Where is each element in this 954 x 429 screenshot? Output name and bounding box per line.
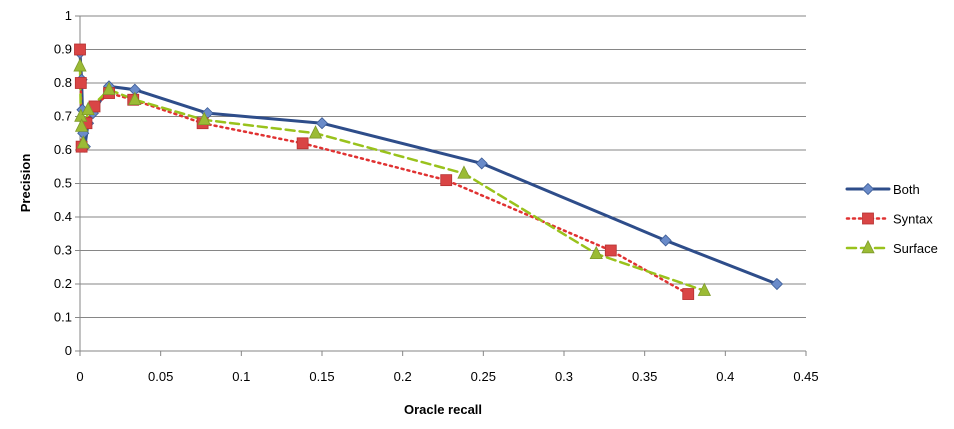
surface-point — [102, 81, 116, 95]
legend-marker-surface — [861, 239, 875, 254]
legend-marker-both — [861, 182, 875, 196]
x-tick-label: 0.45 — [793, 369, 818, 384]
y-tick-label: 0.5 — [54, 176, 72, 191]
y-tick-label: 0.8 — [54, 75, 72, 90]
surface-point — [308, 125, 323, 139]
x-tick-label: 0.3 — [555, 369, 573, 384]
syntax-point — [440, 174, 453, 187]
y-tick-label: 0.1 — [54, 310, 72, 325]
y-tick-label: 0.2 — [54, 276, 72, 291]
surface-point — [74, 118, 89, 132]
surface-point — [128, 91, 142, 105]
syntax-point — [682, 288, 695, 300]
syntax-point — [74, 77, 87, 89]
both-point — [659, 234, 672, 247]
x-axis-title: Oracle recall — [404, 402, 482, 417]
x-tick-label: 0.1 — [232, 369, 250, 384]
legend-label-surface: Surface — [893, 241, 938, 256]
syntax-point — [604, 244, 617, 257]
y-tick-labels: 0 0.1 0.2 0.3 0.4 0.5 0.6 0.7 0.8 0.9 1 — [54, 8, 72, 358]
legend-marker-syntax — [862, 212, 874, 225]
surface-point — [197, 111, 211, 126]
axes — [75, 15, 807, 356]
surface-point — [76, 135, 90, 149]
series-line-both — [78, 51, 779, 286]
syntax-point — [74, 43, 86, 56]
y-tick-label: 0.6 — [54, 142, 72, 157]
y-tick-label: 1 — [65, 8, 72, 23]
y-tick-label: 0 — [65, 343, 72, 358]
x-tick-labels: 0 0.05 0.1 0.15 0.2 0.25 0.3 0.35 0.4 0.45 — [76, 369, 818, 384]
series-markers — [73, 43, 784, 300]
x-tick-label: 0.05 — [148, 369, 173, 384]
both-point — [475, 157, 488, 170]
x-tick-label: 0.25 — [471, 369, 496, 384]
surface-point — [73, 58, 87, 72]
legend-label-both: Both — [893, 182, 920, 197]
both-point — [770, 277, 784, 291]
x-tick-label: 0.35 — [632, 369, 657, 384]
series-line-surface — [78, 65, 706, 292]
syntax-point — [296, 137, 309, 150]
legend: Both Syntax Surface — [845, 182, 938, 256]
x-tick-label: 0.15 — [309, 369, 334, 384]
surface-point — [457, 165, 471, 179]
x-tick-label: 0.2 — [394, 369, 412, 384]
x-tick-label: 0.4 — [716, 369, 734, 384]
legend-label-syntax: Syntax — [893, 212, 933, 227]
y-tick-label: 0.4 — [54, 209, 72, 224]
y-tick-label: 0.7 — [54, 109, 72, 124]
surface-point — [589, 245, 603, 260]
series-lines — [78, 48, 779, 296]
x-tick-label: 0 — [76, 369, 83, 384]
both-point — [315, 117, 329, 130]
surface-point — [697, 282, 712, 296]
y-axis-title: Precision — [18, 154, 33, 213]
surface-point — [81, 101, 95, 115]
y-tick-label: 0.3 — [54, 243, 72, 258]
y-tick-label: 0.9 — [54, 42, 72, 57]
